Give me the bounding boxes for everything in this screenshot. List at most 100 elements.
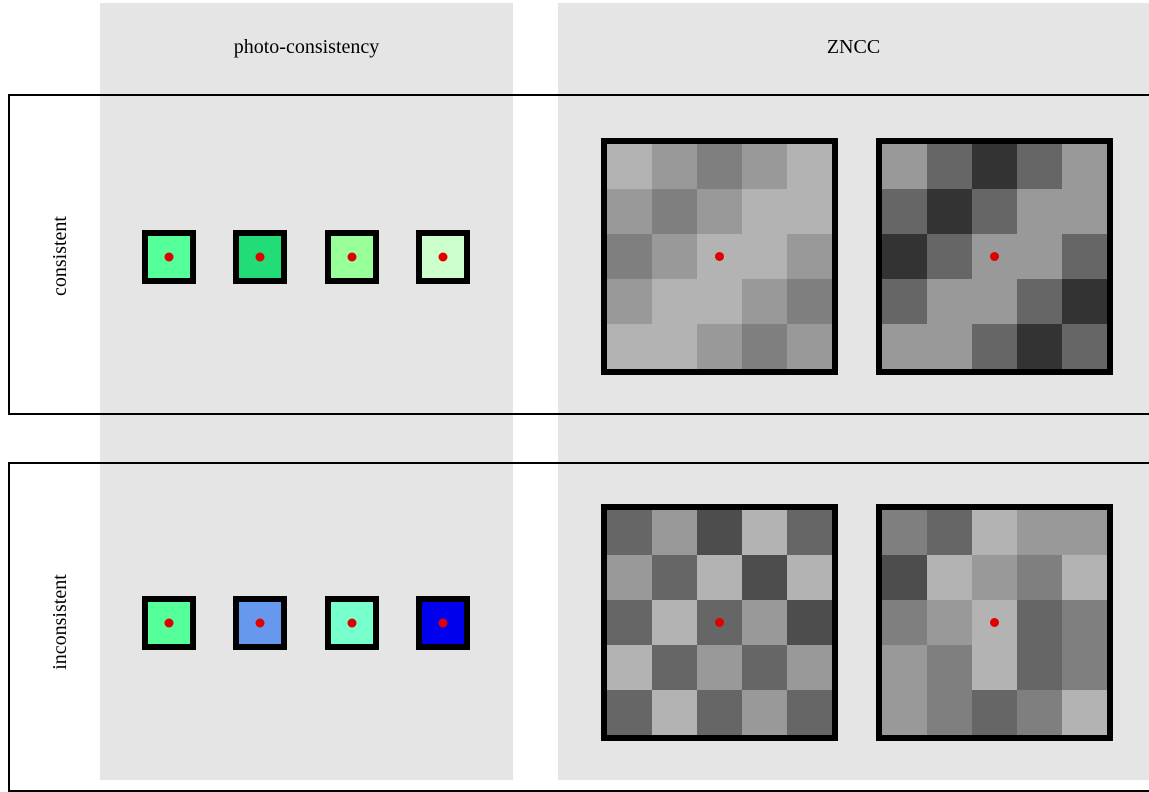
consistent-color-swatch-3 xyxy=(325,230,379,284)
patch-cell xyxy=(1017,324,1062,369)
patch-cell xyxy=(927,510,972,555)
center-point-dot xyxy=(255,252,265,262)
patch-cell xyxy=(652,690,697,735)
patch-cell xyxy=(1017,279,1062,324)
patch-cell xyxy=(607,645,652,690)
patch-cell xyxy=(972,690,1017,735)
patch-cell xyxy=(927,555,972,600)
photo-consistency-column-bg xyxy=(100,3,513,780)
patch-cell xyxy=(1062,189,1107,234)
patch-cell xyxy=(927,279,972,324)
patch-cell xyxy=(742,555,787,600)
patch-cell xyxy=(607,690,652,735)
patch-cell xyxy=(927,690,972,735)
patch-cell xyxy=(927,600,972,645)
patch-cell xyxy=(787,645,832,690)
inconsistent-color-swatch-3 xyxy=(325,596,379,650)
inconsistent-color-swatch-1 xyxy=(142,596,196,650)
consistent-color-swatch-2 xyxy=(233,230,287,284)
patch-cell xyxy=(1062,555,1107,600)
patch-cell xyxy=(882,324,927,369)
patch-cell xyxy=(927,144,972,189)
patch-cell xyxy=(607,324,652,369)
inconsistent-row-label: inconsistent xyxy=(48,574,71,670)
patch-cell xyxy=(1017,690,1062,735)
patch-cell xyxy=(742,645,787,690)
center-point-dot xyxy=(164,252,174,262)
center-point-dot xyxy=(715,618,724,627)
center-point-dot xyxy=(255,618,265,628)
patch-cell xyxy=(652,510,697,555)
patch-cell xyxy=(697,555,742,600)
center-point-dot xyxy=(990,618,999,627)
patch-cell xyxy=(742,510,787,555)
patch-cell xyxy=(972,645,1017,690)
patch-cell xyxy=(1062,690,1107,735)
patch-cell xyxy=(652,324,697,369)
center-point-dot xyxy=(715,252,724,261)
patch-cell xyxy=(1017,555,1062,600)
patch-cell xyxy=(742,324,787,369)
patch-cell xyxy=(972,324,1017,369)
patch-cell xyxy=(787,144,832,189)
patch-cell xyxy=(787,510,832,555)
patch-cell xyxy=(927,189,972,234)
patch-cell xyxy=(787,234,832,279)
patch-cell xyxy=(882,234,927,279)
patch-cell xyxy=(787,324,832,369)
center-point-dot xyxy=(164,618,174,628)
patch-cell xyxy=(697,645,742,690)
patch-cell xyxy=(607,144,652,189)
consistent-color-swatch-4 xyxy=(416,230,470,284)
patch-cell xyxy=(972,279,1017,324)
patch-cell xyxy=(787,600,832,645)
photo-consistency-header: photo-consistency xyxy=(233,35,380,58)
patch-cell xyxy=(927,645,972,690)
consistent-row-label: consistent xyxy=(48,216,71,296)
patch-cell xyxy=(652,144,697,189)
patch-cell xyxy=(652,645,697,690)
patch-cell xyxy=(972,189,1017,234)
inconsistent-zncc-patch-1 xyxy=(601,504,838,741)
patch-cell xyxy=(742,600,787,645)
consistent-zncc-patch-2 xyxy=(876,138,1113,375)
patch-cell xyxy=(1062,234,1107,279)
patch-cell xyxy=(652,279,697,324)
patch-cell xyxy=(972,510,1017,555)
patch-cell xyxy=(607,555,652,600)
patch-cell xyxy=(742,279,787,324)
patch-cell xyxy=(1062,279,1107,324)
patch-cell xyxy=(882,645,927,690)
patch-cell xyxy=(607,279,652,324)
patch-cell xyxy=(787,279,832,324)
patch-cell xyxy=(652,600,697,645)
patch-cell xyxy=(882,600,927,645)
center-point-dot xyxy=(347,252,357,262)
patch-cell xyxy=(1062,600,1107,645)
patch-cell xyxy=(1062,144,1107,189)
patch-cell xyxy=(882,144,927,189)
patch-cell xyxy=(697,324,742,369)
patch-cell xyxy=(607,600,652,645)
patch-cell xyxy=(1017,189,1062,234)
patch-cell xyxy=(1017,510,1062,555)
inconsistent-color-swatch-2 xyxy=(233,596,287,650)
patch-cell xyxy=(652,189,697,234)
consistent-row-box xyxy=(8,94,1149,415)
patch-cell xyxy=(927,324,972,369)
center-point-dot xyxy=(990,252,999,261)
patch-cell xyxy=(882,279,927,324)
patch-cell xyxy=(882,690,927,735)
patch-cell xyxy=(787,555,832,600)
patch-cell xyxy=(697,690,742,735)
patch-cell xyxy=(882,189,927,234)
patch-cell xyxy=(927,234,972,279)
patch-cell xyxy=(787,690,832,735)
patch-cell xyxy=(742,189,787,234)
patch-cell xyxy=(607,234,652,279)
center-point-dot xyxy=(347,618,357,628)
consistent-zncc-patch-1 xyxy=(601,138,838,375)
patch-cell xyxy=(882,555,927,600)
patch-cell xyxy=(1062,324,1107,369)
patch-cell xyxy=(1017,144,1062,189)
